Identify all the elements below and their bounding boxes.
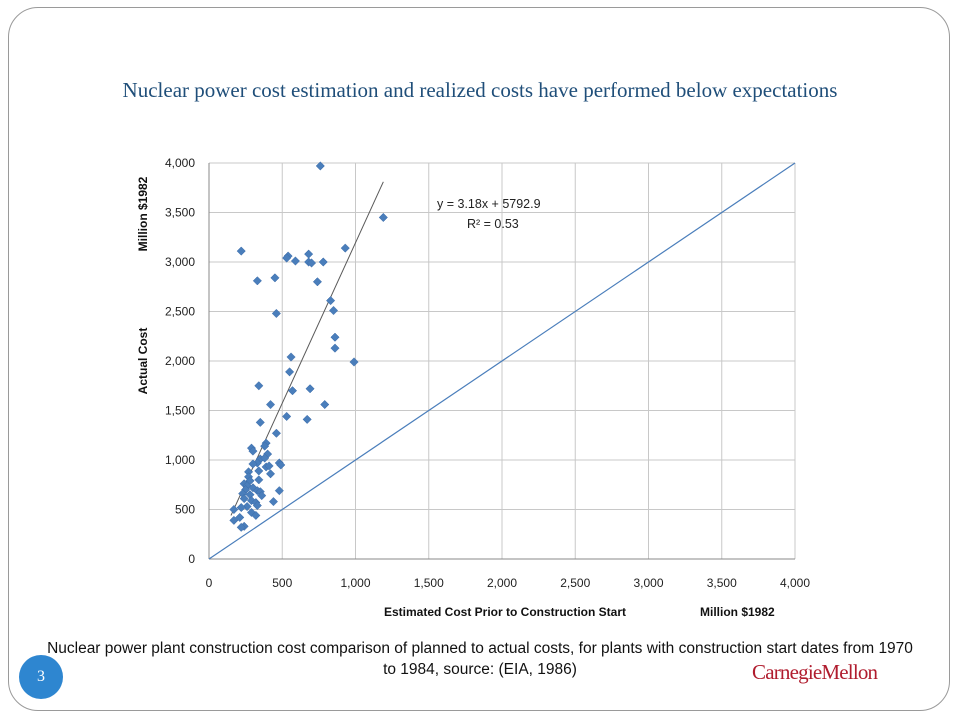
x-tick-label: 2,500 xyxy=(560,576,590,590)
x-tick-label: 500 xyxy=(272,576,292,590)
r-squared-label: R² = 0.53 xyxy=(467,217,519,231)
data-point xyxy=(286,352,296,362)
data-point xyxy=(340,243,350,253)
x-tick-label: 3,000 xyxy=(633,576,663,590)
data-point xyxy=(285,367,295,377)
data-point xyxy=(306,258,317,268)
carnegie-mellon-logo: CarnegieMellon xyxy=(752,660,878,684)
chart-points xyxy=(229,161,388,532)
data-point xyxy=(236,522,246,532)
chart-axes xyxy=(208,163,795,560)
data-point xyxy=(257,491,267,501)
page-number-badge: 3 xyxy=(19,655,63,699)
data-point xyxy=(276,460,286,470)
data-point xyxy=(282,253,292,263)
data-point xyxy=(328,305,339,316)
data-point xyxy=(330,343,340,353)
data-point xyxy=(252,500,262,511)
data-point xyxy=(260,453,270,463)
x-axis-unit: Million $1982 xyxy=(700,605,775,619)
data-point xyxy=(274,486,284,496)
x-tick-label: 2,000 xyxy=(487,576,517,590)
data-point xyxy=(302,414,312,424)
y-tick-label: 2,500 xyxy=(165,305,195,319)
data-point xyxy=(265,469,276,479)
x-axis-title: Estimated Cost Prior to Construction Sta… xyxy=(384,605,626,619)
trendline-equation: y = 3.18x + 5792.9 xyxy=(437,197,541,211)
y-tick-label: 500 xyxy=(175,503,195,517)
data-point xyxy=(248,446,258,456)
data-point xyxy=(349,357,359,367)
y-axis-unit: Million $1982 xyxy=(136,176,150,251)
data-point xyxy=(251,510,261,520)
chart-labels: 0 500 1,000 1,500 2,000 2,500 3,000 3,500 4,000 0… xyxy=(136,156,810,619)
data-point xyxy=(315,161,325,171)
y-axis-title: Actual Cost xyxy=(136,328,150,395)
x-tick-label: 0 xyxy=(206,576,213,590)
data-point xyxy=(252,276,262,286)
data-point xyxy=(229,504,239,515)
x-tick-label: 1,500 xyxy=(414,576,444,590)
data-point xyxy=(304,249,314,259)
data-point xyxy=(271,428,281,438)
y-tick-label: 3,500 xyxy=(165,206,195,220)
data-point xyxy=(320,400,330,410)
y-tick-label: 1,000 xyxy=(165,453,195,467)
slide-frame xyxy=(8,7,950,711)
data-point xyxy=(330,332,340,342)
data-point xyxy=(254,475,264,485)
data-point xyxy=(318,257,328,267)
x-tick-label: 4,000 xyxy=(780,576,810,590)
data-point xyxy=(248,459,258,469)
x-tick-label: 1,000 xyxy=(340,576,370,590)
data-point xyxy=(305,384,315,394)
data-point xyxy=(265,400,276,410)
figure-caption: Nuclear power plant construction cost co… xyxy=(47,640,913,678)
data-point xyxy=(282,411,292,421)
data-point xyxy=(287,386,298,396)
data-point xyxy=(378,212,388,223)
data-point xyxy=(312,277,322,287)
data-point xyxy=(270,273,280,283)
y-tick-label: 0 xyxy=(188,552,195,566)
data-point xyxy=(236,502,246,513)
data-point xyxy=(246,507,257,518)
data-point xyxy=(260,441,270,451)
data-point xyxy=(254,466,264,476)
y-tick-label: 1,500 xyxy=(165,404,195,418)
x-tick-label: 3,500 xyxy=(707,576,737,590)
data-point xyxy=(235,512,245,522)
y-tick-label: 2,000 xyxy=(165,354,195,368)
y-tick-label: 4,000 xyxy=(165,156,195,170)
data-point xyxy=(242,501,252,512)
data-point xyxy=(229,515,239,525)
diagonal-reference-line xyxy=(208,162,796,560)
data-point xyxy=(264,461,274,471)
data-point xyxy=(254,381,264,391)
data-point xyxy=(290,256,300,266)
data-point xyxy=(271,308,281,319)
data-point xyxy=(239,494,249,504)
data-point xyxy=(236,246,246,256)
slide-title: Nuclear power cost estimation and realiz… xyxy=(122,78,838,102)
data-point xyxy=(268,497,279,507)
data-point xyxy=(326,296,336,306)
data-point xyxy=(255,417,265,427)
y-tick-label: 3,000 xyxy=(165,255,195,269)
